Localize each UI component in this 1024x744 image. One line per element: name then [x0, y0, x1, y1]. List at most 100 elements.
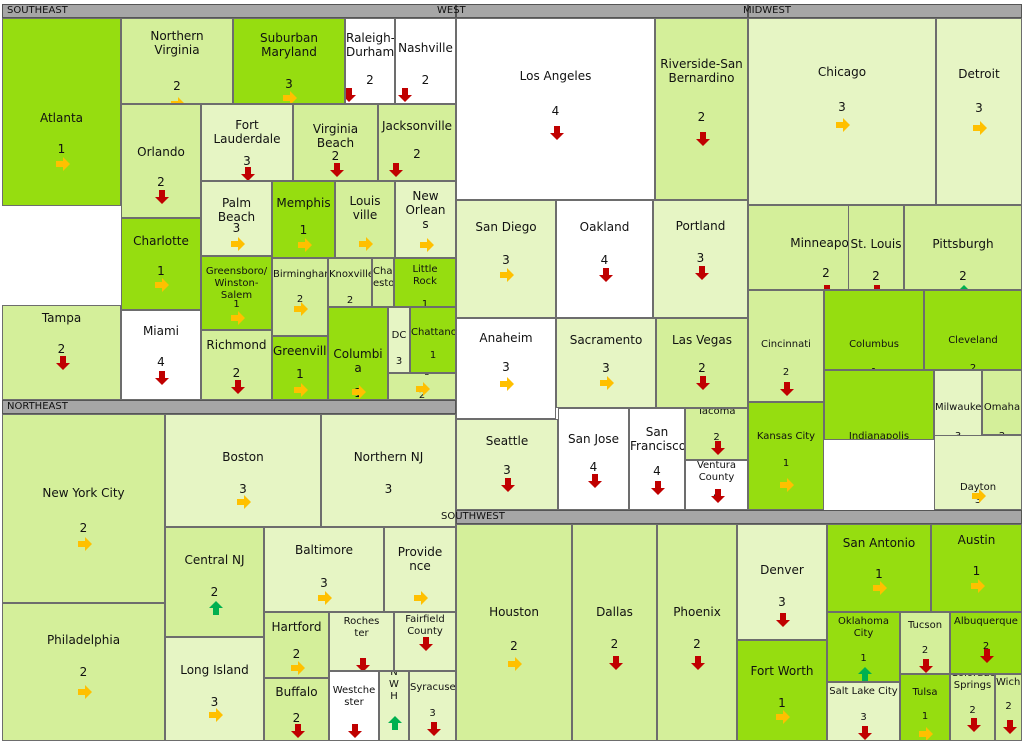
- market-rank: 2: [366, 73, 374, 87]
- market-cell[interactable]: Long Island 3: [165, 637, 264, 741]
- market-rank: 1: [778, 696, 786, 710]
- market-cell[interactable]: Las Vegas 2: [656, 318, 748, 408]
- market-cell[interactable]: Louis ville: [335, 181, 395, 258]
- market-cell[interactable]: Virginia Beach 2: [293, 104, 378, 181]
- market-cell[interactable]: Northern Virginia 2: [121, 18, 233, 104]
- market-cell[interactable]: Fairfield County: [394, 612, 456, 671]
- market-cell[interactable]: Anaheim 3: [456, 318, 556, 419]
- market-cell[interactable]: Buffalo 2: [264, 678, 329, 741]
- market-cell[interactable]: Atlanta 1: [2, 18, 121, 206]
- market-cell[interactable]: Detroit 3: [936, 18, 1022, 205]
- up-arrow-icon: [208, 600, 224, 620]
- market-cell[interactable]: Seattle 3: [456, 419, 558, 510]
- market-cell[interactable]: Tucson 2: [900, 612, 950, 674]
- market-cell[interactable]: Dayton 3: [934, 435, 1022, 510]
- market-cell[interactable]: San Antonio 1: [827, 524, 931, 612]
- market-rank: 1: [157, 264, 165, 278]
- market-cell[interactable]: Raleigh- Durham 2: [345, 18, 395, 104]
- market-cell[interactable]: Hartford 2: [264, 612, 329, 678]
- market-cell[interactable]: Cleveland 2: [924, 290, 1022, 370]
- market-cell[interactable]: Fort Lauderdale 3: [201, 104, 293, 181]
- market-cell[interactable]: Denver 3: [737, 524, 827, 640]
- market-cell[interactable]: Portland 3: [653, 200, 748, 318]
- market-cell[interactable]: Columbus 1: [824, 290, 924, 370]
- right-arrow-icon: [970, 578, 986, 598]
- market-cell[interactable]: Colorado Springs 2: [950, 674, 995, 741]
- market-name: Denver: [760, 563, 804, 577]
- market-cell[interactable]: Riverside-San Bernardino 2: [655, 18, 748, 200]
- market-cell[interactable]: Ventura County4: [685, 460, 748, 510]
- market-cell[interactable]: Orlando 2: [121, 104, 201, 218]
- market-cell[interactable]: Lexington 2: [388, 373, 456, 400]
- market-cell[interactable]: Tampa 2: [2, 305, 121, 400]
- market-cell[interactable]: San Francisco 4: [629, 408, 685, 510]
- market-cell[interactable]: Miami 4: [121, 310, 201, 400]
- market-cell[interactable]: Dallas 2: [572, 524, 657, 741]
- market-cell[interactable]: Omaha 2: [982, 370, 1022, 435]
- market-cell[interactable]: Houston 2: [456, 524, 572, 741]
- market-cell[interactable]: Little Rock 1: [394, 258, 456, 307]
- market-cell[interactable]: Indianapolis 1: [824, 370, 934, 440]
- market-cell[interactable]: Phoenix 2: [657, 524, 737, 741]
- market-cell[interactable]: DC 3: [388, 307, 410, 373]
- market-cell[interactable]: Westche ster: [329, 671, 379, 741]
- market-cell[interactable]: Syracuse 3: [409, 671, 456, 741]
- market-cell[interactable]: Philadelphia 2: [2, 603, 165, 741]
- market-rank: 3: [210, 695, 219, 709]
- market-cell[interactable]: Fort Worth 1: [737, 640, 827, 741]
- market-rank: 2: [296, 294, 304, 305]
- market-cell[interactable]: Palm Beach 3: [201, 181, 272, 256]
- market-cell[interactable]: Greensboro/ Winston-Salem 1: [201, 256, 272, 330]
- market-cell[interactable]: Charl eston: [372, 258, 394, 307]
- market-cell[interactable]: Kansas City 1: [748, 402, 824, 510]
- market-cell[interactable]: Memphis 1: [272, 181, 335, 258]
- market-cell[interactable]: New York City 2: [2, 414, 165, 603]
- market-cell[interactable]: Sacramento 3: [556, 318, 656, 408]
- region-header: SOUTHWEST: [441, 510, 1022, 524]
- market-cell[interactable]: Northern NJ 3: [321, 414, 456, 527]
- market-cell[interactable]: Knoxville 2: [328, 258, 372, 307]
- market-cell[interactable]: San Jose 4: [558, 408, 629, 510]
- market-rank: 2: [331, 149, 340, 163]
- market-cell[interactable]: Baltimore 3: [264, 527, 384, 612]
- market-cell[interactable]: Nashville 2: [395, 18, 456, 104]
- market-cell[interactable]: Columbi a1: [328, 307, 388, 400]
- market-cell[interactable]: Suburban Maryland 3: [233, 18, 345, 104]
- market-rank: 1: [233, 299, 240, 310]
- market-cell[interactable]: Jacksonville 2: [378, 104, 456, 181]
- market-cell[interactable]: Wichita 2: [995, 674, 1022, 741]
- market-rank: 3: [429, 708, 436, 719]
- market-cell[interactable]: Birmingham 2: [272, 258, 328, 336]
- down-arrow-icon: [347, 723, 363, 740]
- market-cell[interactable]: Austin 1: [931, 524, 1022, 612]
- market-cell[interactable]: Salt Lake City 3: [827, 682, 900, 741]
- market-cell[interactable]: Cincinnati 2: [748, 290, 824, 402]
- market-cell[interactable]: Albuquerque 2: [950, 612, 1022, 674]
- market-cell[interactable]: Boston 3: [165, 414, 321, 527]
- market-cell[interactable]: Los Angeles 4: [456, 18, 655, 200]
- market-cell[interactable]: Central NJ 2: [165, 527, 264, 637]
- market-cell[interactable]: N W H: [379, 671, 409, 741]
- market-cell[interactable]: Oakland 4: [556, 200, 653, 318]
- market-cell[interactable]: New Orlean s: [395, 181, 456, 258]
- market-cell[interactable]: Richmond 2: [201, 330, 272, 400]
- right-arrow-icon: [351, 384, 367, 399]
- market-cell[interactable]: Chattanooga 1: [410, 307, 456, 373]
- market-cell[interactable]: St. Louis 2: [848, 205, 904, 290]
- market-cell[interactable]: Tacoma 2: [685, 408, 748, 460]
- right-arrow-icon: [77, 536, 93, 556]
- down-arrow-icon: [695, 131, 711, 151]
- market-cell[interactable]: Chicago 3: [748, 18, 936, 205]
- market-cell[interactable]: Tulsa 1: [900, 674, 950, 741]
- market-cell[interactable]: Charlotte 1: [121, 218, 201, 310]
- market-cell[interactable]: Oklahoma City 1: [827, 612, 900, 682]
- market-cell[interactable]: Pittsburgh 2: [904, 205, 1022, 290]
- market-rank: 1: [299, 223, 308, 237]
- market-cell[interactable]: Roches ter: [329, 612, 394, 671]
- market-cell[interactable]: San Diego 3: [456, 200, 556, 318]
- market-cell[interactable]: Greenville 1: [272, 336, 328, 400]
- market-cell[interactable]: Provide nce: [384, 527, 456, 612]
- down-arrow-icon: [397, 87, 413, 103]
- market-name: Baltimore: [294, 543, 354, 557]
- right-arrow-icon: [419, 237, 435, 257]
